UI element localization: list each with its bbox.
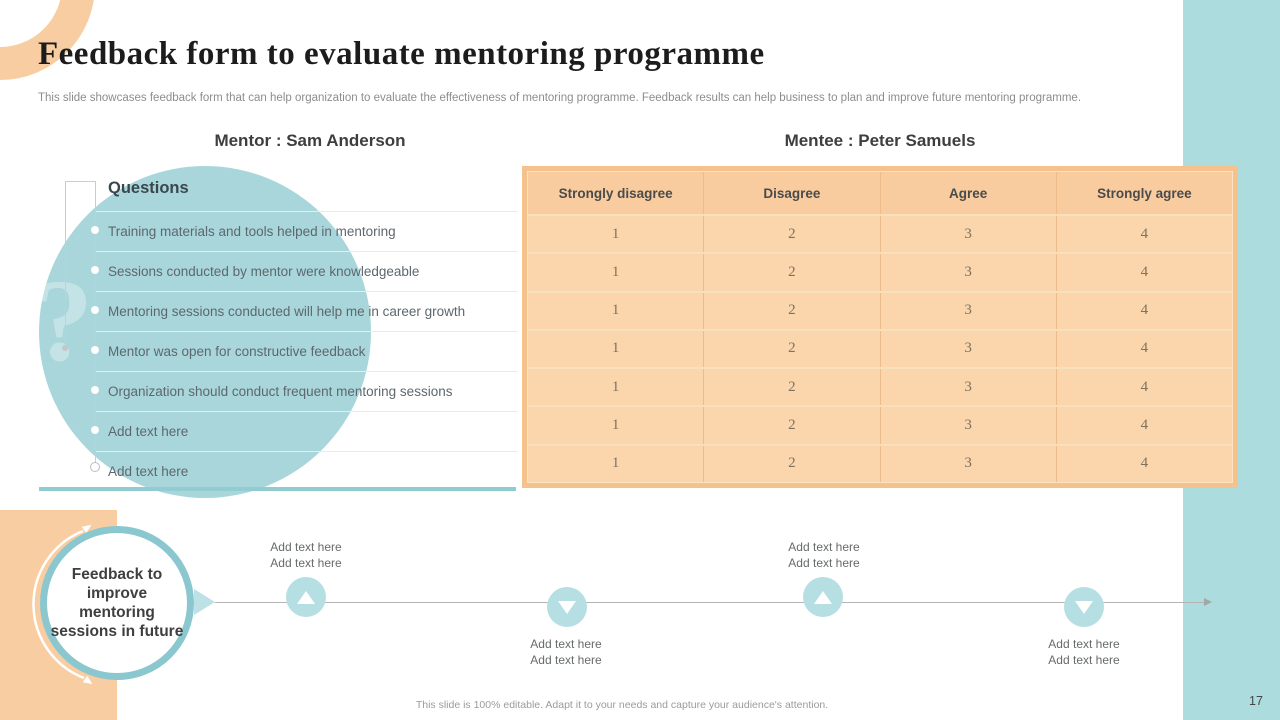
page-title: Feedback form to evaluate mentoring prog… <box>38 36 765 72</box>
rating-table-header-row: Strongly disagree Disagree Agree Strongl… <box>528 172 1232 214</box>
hub-pointer-triangle <box>194 589 215 615</box>
question-item: Training materials and tools helped in m… <box>96 211 518 251</box>
timeline-text-placeholder[interactable]: Add text here Add text here <box>1014 636 1154 668</box>
rating-cell[interactable]: 1 <box>528 330 705 368</box>
rating-cell[interactable]: 3 <box>881 254 1057 291</box>
question-item: Organization should conduct frequent men… <box>96 371 518 411</box>
placeholder-line: Add text here <box>1048 653 1120 667</box>
timeline-marker-1[interactable] <box>286 577 326 617</box>
question-item-placeholder[interactable]: Add text here <box>96 411 518 451</box>
rating-cell[interactable]: 4 <box>1140 302 1149 319</box>
question-bullet <box>91 386 99 394</box>
question-bullet <box>91 306 99 314</box>
hub-label: Feedback to improve mentoring sessions i… <box>50 566 184 640</box>
arrow-down-icon <box>558 600 576 614</box>
placeholder-line: Add text here <box>270 556 342 570</box>
rating-cell[interactable]: 3 <box>881 330 1057 368</box>
rating-cell[interactable]: 2 <box>704 292 881 329</box>
rating-cell[interactable]: 2 <box>704 369 881 406</box>
table-row: 1 2 3 4 <box>528 290 1232 329</box>
placeholder-line: Add text here <box>788 556 860 570</box>
rating-cell[interactable]: 4 <box>1140 378 1149 395</box>
slide-description: This slide showcases feedback form that … <box>38 92 1082 104</box>
question-bullet <box>91 346 99 354</box>
hub-feedback-circle[interactable]: Feedback to improve mentoring sessions i… <box>40 526 194 680</box>
table-row: 1 2 3 4 <box>528 405 1232 444</box>
rating-cell[interactable]: 1 <box>528 292 705 329</box>
question-item: Sessions conducted by mentor were knowle… <box>96 251 518 291</box>
rating-cell[interactable]: 3 <box>881 407 1057 444</box>
rating-cell[interactable]: 2 <box>704 254 881 291</box>
arrow-up-icon <box>297 590 315 604</box>
rating-cell[interactable]: 3 <box>881 445 1057 482</box>
rating-cell[interactable]: 3 <box>881 369 1057 406</box>
rating-cell[interactable]: 2 <box>704 445 881 482</box>
rating-cell[interactable]: 1 <box>528 216 705 253</box>
table-row: 1 2 3 4 <box>528 252 1232 291</box>
rating-cell[interactable]: 2 <box>704 330 881 368</box>
bracket-dot <box>62 345 68 351</box>
question-item-placeholder[interactable]: Add text here <box>96 451 518 491</box>
bracket-line <box>65 181 96 182</box>
placeholder-line: Add text here <box>788 540 860 554</box>
arrow-down-icon <box>1075 600 1093 614</box>
arrow-up-icon <box>814 590 832 604</box>
placeholder-line: Add text here <box>530 653 602 667</box>
question-item: Mentor was open for constructive feedbac… <box>96 331 518 371</box>
placeholder-line: Add text here <box>530 637 602 651</box>
rating-table: Strongly disagree Disagree Agree Strongl… <box>522 166 1238 488</box>
timeline-marker-3[interactable] <box>803 577 843 617</box>
rating-cell[interactable]: 1 <box>528 369 705 406</box>
questions-list: Training materials and tools helped in m… <box>96 211 518 491</box>
timeline-text-placeholder[interactable]: Add text here Add text here <box>754 539 894 571</box>
table-row: 1 2 3 4 <box>528 328 1232 368</box>
placeholder-line: Add text here <box>1048 637 1120 651</box>
question-bullet <box>91 226 99 234</box>
timeline-text-placeholder[interactable]: Add text here Add text here <box>496 636 636 668</box>
questions-circle-background <box>39 166 371 498</box>
bracket-line <box>65 181 66 348</box>
question-bullet <box>91 426 99 434</box>
rating-cell[interactable]: 4 <box>1140 417 1149 434</box>
rating-table-grid: Strongly disagree Disagree Agree Strongl… <box>527 171 1233 483</box>
questions-underline <box>39 487 516 491</box>
rating-cell[interactable]: 2 <box>704 216 881 253</box>
timeline-marker-2[interactable] <box>547 587 587 627</box>
page-number: 17 <box>1249 694 1263 708</box>
questions-connector-line <box>95 181 96 467</box>
rating-cell[interactable]: 1 <box>528 445 705 482</box>
mentor-name-heading: Mentor : Sam Anderson <box>214 131 406 150</box>
timeline-line <box>215 602 1207 603</box>
mentee-name-heading: Mentee : Peter Samuels <box>784 131 976 150</box>
rating-cell[interactable]: 3 <box>881 292 1057 329</box>
column-header-strongly-disagree: Strongly disagree <box>528 172 705 214</box>
timeline-text-placeholder[interactable]: Add text here Add text here <box>236 539 376 571</box>
rating-cell[interactable]: 4 <box>1140 455 1149 472</box>
question-item: Mentoring sessions conducted will help m… <box>96 291 518 331</box>
placeholder-line: Add text here <box>270 540 342 554</box>
question-bullet <box>91 266 99 274</box>
question-bullet-hollow <box>90 462 100 472</box>
rating-cell[interactable]: 1 <box>528 407 705 444</box>
timeline-marker-4[interactable] <box>1064 587 1104 627</box>
rating-cell[interactable]: 4 <box>1140 340 1149 357</box>
table-row: 1 2 3 4 <box>528 443 1232 482</box>
question-mark-watermark-icon: ? <box>34 255 93 386</box>
hub-arc-decoration <box>32 524 93 685</box>
rating-cell[interactable]: 1 <box>528 254 705 291</box>
footer-note: This slide is 100% editable. Adapt it to… <box>415 699 829 711</box>
table-row: 1 2 3 4 <box>528 214 1232 253</box>
rating-cell[interactable]: 4 <box>1140 263 1149 280</box>
rating-cell[interactable]: 2 <box>704 407 881 444</box>
column-header-strongly-agree: Strongly agree <box>1097 185 1192 201</box>
column-header-disagree: Disagree <box>704 172 881 214</box>
table-row: 1 2 3 4 <box>528 367 1232 406</box>
column-header-agree: Agree <box>881 172 1057 214</box>
questions-header: Questions <box>108 179 189 197</box>
rating-cell[interactable]: 3 <box>881 216 1057 253</box>
timeline-arrow-icon <box>1204 598 1212 606</box>
rating-cell[interactable]: 4 <box>1140 225 1149 242</box>
